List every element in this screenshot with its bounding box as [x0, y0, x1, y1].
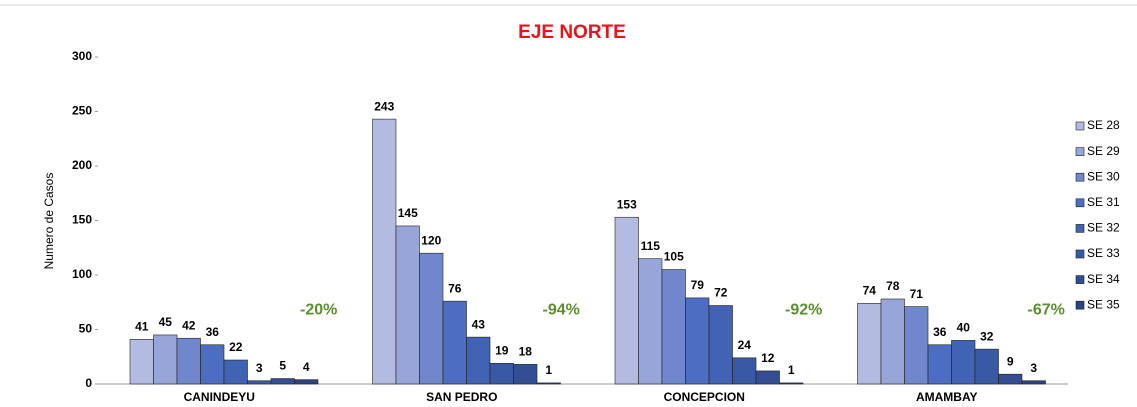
data-label: 36 — [206, 325, 220, 339]
bar — [270, 378, 295, 385]
bar — [442, 300, 467, 385]
bar — [419, 252, 444, 385]
bar — [779, 382, 804, 385]
data-label: 5 — [279, 359, 286, 373]
data-label: 243 — [374, 99, 394, 113]
data-label: 1 — [545, 363, 552, 377]
bar — [732, 357, 757, 385]
y-axis-label: Numero de Casos — [42, 173, 56, 270]
data-label: 42 — [182, 318, 196, 332]
data-label: 76 — [448, 281, 462, 295]
bar — [880, 298, 905, 385]
bar — [951, 340, 976, 385]
legend-swatch — [1075, 300, 1085, 310]
legend-swatch — [1075, 275, 1085, 284]
data-label: 32 — [980, 329, 994, 343]
legend-swatch — [1075, 121, 1085, 131]
data-label: 43 — [472, 317, 486, 331]
annotation: -20% — [300, 302, 337, 319]
bar — [372, 118, 397, 385]
legend-swatch — [1075, 147, 1085, 156]
x-tick-label: SAN PEDRO — [426, 390, 497, 404]
legend-label: SE 30 — [1087, 169, 1120, 183]
data-label: 120 — [421, 233, 441, 247]
bar — [466, 336, 491, 385]
bar — [294, 379, 319, 385]
bar — [927, 344, 952, 385]
data-label: 41 — [135, 319, 149, 333]
bar — [685, 297, 710, 385]
bar — [755, 370, 780, 385]
data-label: 18 — [519, 345, 533, 359]
annotation: -92% — [785, 302, 822, 319]
data-label: 19 — [495, 343, 509, 357]
legend-label: SE 28 — [1087, 118, 1120, 132]
data-label: 4 — [303, 360, 310, 374]
legend-label: SE 34 — [1087, 272, 1120, 286]
bar — [998, 373, 1023, 385]
bar — [129, 339, 154, 385]
data-label: 79 — [691, 278, 705, 292]
y-tick-label: 50 — [79, 322, 93, 336]
annotation: -67% — [1027, 302, 1064, 319]
data-label: 71 — [910, 287, 924, 301]
bar — [614, 216, 639, 385]
x-tick-label: CANINDEYU — [184, 390, 255, 404]
legend-swatch — [1075, 224, 1085, 233]
legend-label: SE 31 — [1087, 195, 1120, 209]
legend-swatch — [1075, 249, 1085, 259]
y-tick-label: 250 — [72, 104, 92, 118]
data-label: 3 — [256, 361, 263, 375]
y-tick-label: 200 — [72, 158, 92, 172]
data-label: 9 — [1007, 354, 1014, 368]
legend-label: SE 29 — [1087, 144, 1120, 158]
annotation: -94% — [542, 302, 579, 319]
data-label: 36 — [933, 325, 947, 339]
data-label: 105 — [664, 250, 684, 264]
data-label: 3 — [1030, 361, 1037, 375]
legend-label: SE 32 — [1087, 221, 1120, 235]
data-label: 78 — [886, 279, 900, 293]
data-label: 72 — [714, 286, 728, 300]
x-tick-label: CONCEPCION — [664, 390, 745, 404]
data-label: 153 — [617, 197, 637, 211]
data-label: 45 — [159, 315, 173, 329]
y-tick-label: 150 — [72, 213, 92, 227]
bar — [200, 344, 225, 385]
legend-swatch — [1075, 172, 1085, 182]
chart-title: EJE NORTE — [518, 22, 626, 43]
y-tick-label: 300 — [72, 49, 92, 63]
bar — [708, 305, 733, 385]
bar — [638, 258, 663, 385]
bar — [904, 306, 929, 385]
x-tick-label: AMAMBAY — [916, 390, 978, 404]
bar — [489, 362, 514, 385]
bar — [661, 269, 686, 385]
bar — [247, 380, 272, 385]
data-label: 115 — [641, 239, 661, 253]
data-label: 22 — [229, 340, 243, 354]
bar — [974, 348, 999, 385]
data-label: 12 — [761, 351, 775, 365]
data-label: 40 — [957, 321, 971, 335]
data-label: 145 — [398, 206, 418, 220]
y-tick-label: 100 — [72, 267, 92, 281]
data-label: 24 — [738, 338, 752, 352]
bar — [223, 359, 248, 385]
y-tick-label: 0 — [85, 376, 92, 390]
bar — [536, 382, 561, 385]
legend-label: SE 33 — [1087, 246, 1120, 260]
legend-label: SE 35 — [1087, 297, 1120, 311]
bar — [857, 303, 882, 385]
bar — [513, 364, 538, 385]
bar — [176, 337, 201, 385]
legend-swatch — [1075, 198, 1085, 208]
bar — [1021, 380, 1046, 385]
data-label: 1 — [788, 363, 795, 377]
data-label: 74 — [863, 284, 877, 298]
bar — [153, 334, 178, 385]
bar — [395, 225, 420, 385]
